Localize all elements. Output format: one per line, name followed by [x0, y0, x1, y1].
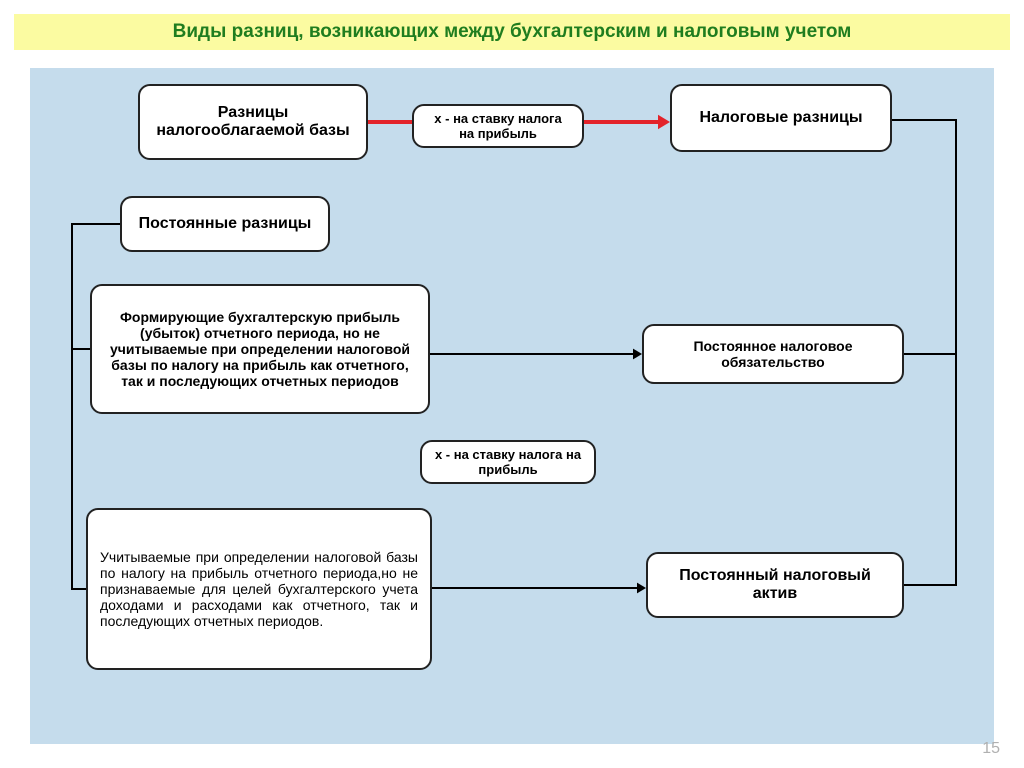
box-label-forming: Формирующие бухгалтерскую прибыль (убыто… — [104, 309, 416, 389]
page-title: Виды разниц, возникающих между бухгалтер… — [173, 21, 852, 43]
box-tax_diff: Налоговые разницы — [670, 84, 892, 152]
box-permanent: Постоянные разницы — [120, 196, 330, 252]
box-forming: Формирующие бухгалтерскую прибыль (убыто… — [90, 284, 430, 414]
box-label-pno: Постоянное налоговое обязательство — [656, 338, 890, 370]
box-label-considered: Учитываемые при определении налоговой ба… — [100, 549, 418, 629]
box-taxable_base: Разницы налогооблагаемой базы — [138, 84, 368, 160]
box-label-taxable_base: Разницы налогооблагаемой базы — [152, 104, 354, 140]
box-label-permanent: Постоянные разницы — [139, 215, 312, 233]
box-label-pna: Постоянный налоговый актив — [660, 567, 890, 603]
box-tax_rate_top: х - на ставку налога на прибыль — [412, 104, 584, 148]
box-pna: Постоянный налоговый актив — [646, 552, 904, 618]
box-considered: Учитываемые при определении налоговой ба… — [86, 508, 432, 670]
page-number: 15 — [982, 740, 1000, 758]
box-pno: Постоянное налоговое обязательство — [642, 324, 904, 384]
box-label-tax_rate_mid: х - на ставку налога на прибыль — [434, 447, 582, 477]
diagram-canvas: Разницы налогооблагаемой базы х - на став… — [30, 68, 994, 744]
box-label-tax_diff: Налоговые разницы — [699, 109, 862, 127]
title-bar: Виды разниц, возникающих между бухгалтер… — [14, 14, 1010, 50]
box-label-tax_rate_top: х - на ставку налога на прибыль — [426, 111, 570, 141]
box-tax_rate_mid: х - на ставку налога на прибыль — [420, 440, 596, 484]
